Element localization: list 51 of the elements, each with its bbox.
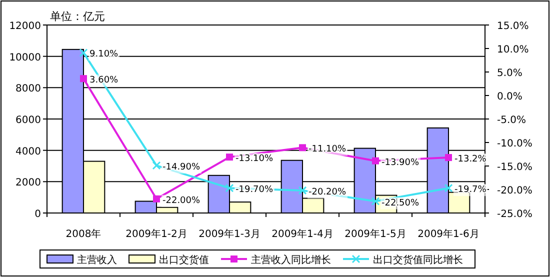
point bbox=[444, 184, 453, 192]
point bbox=[445, 154, 452, 162]
data-label: -19.7% bbox=[454, 185, 487, 196]
data-label: 9.10% bbox=[90, 50, 119, 60]
data-label: -13.2% bbox=[454, 154, 487, 165]
data-label: -14.90% bbox=[162, 162, 201, 173]
x-tick-label: 2009年1-5月 bbox=[344, 228, 406, 240]
data-label: -13.10% bbox=[236, 154, 274, 164]
data-label: -11.10% bbox=[308, 144, 347, 155]
y2-tick-label: 5.0% bbox=[497, 68, 522, 79]
point bbox=[225, 184, 234, 192]
point bbox=[226, 154, 233, 161]
data-label: -20.20% bbox=[308, 187, 347, 198]
x-tick-label: 2009年1-6月 bbox=[418, 228, 480, 240]
y2-tick-label: -5.0% bbox=[497, 115, 526, 126]
point bbox=[372, 157, 379, 164]
legend-label: 出口交货值 bbox=[159, 254, 209, 266]
point bbox=[79, 48, 88, 57]
point bbox=[153, 195, 160, 202]
legend-label: 出口交货值同比增长 bbox=[373, 254, 463, 266]
point bbox=[298, 186, 307, 195]
y-tick-label: 10000 bbox=[9, 52, 41, 64]
data-label: -22.00% bbox=[162, 196, 201, 206]
point bbox=[371, 197, 380, 206]
data-label: 3.60% bbox=[90, 76, 119, 86]
legend-label: 主营收入 bbox=[77, 254, 117, 266]
y2-tick-label: -15.0% bbox=[497, 162, 532, 173]
data-label: -13.90% bbox=[382, 158, 420, 168]
x-tick-label: 2009年1-3月 bbox=[198, 228, 260, 240]
x-tick-label: 2009年1-4月 bbox=[272, 228, 334, 240]
y2-tick-label: -20.0% bbox=[497, 186, 532, 196]
y-tick-label: 6000 bbox=[16, 115, 41, 126]
y-tick-label: 0 bbox=[34, 209, 41, 220]
point bbox=[152, 161, 161, 170]
x-tick-label: 2008年 bbox=[66, 228, 102, 240]
y2-tick-label: -25.0% bbox=[497, 209, 532, 220]
y2-tick-label: 0.0% bbox=[497, 92, 522, 102]
y2-tick-label: -10.0% bbox=[497, 138, 532, 150]
legend-label: 主营收入同比增长 bbox=[251, 254, 331, 266]
y-tick-label: 8000 bbox=[16, 84, 41, 95]
y2-tick-label: 15.0% bbox=[497, 21, 529, 32]
y-tick-label: 2000 bbox=[16, 178, 41, 189]
y2-tick-label: 10.0% bbox=[497, 44, 529, 56]
y-tick-label: 12000 bbox=[9, 21, 41, 32]
y-tick-label: 4000 bbox=[16, 146, 41, 158]
x-tick-label: 2009年1-2月 bbox=[126, 228, 188, 240]
text: 单位：亿元 bbox=[50, 10, 105, 23]
point bbox=[299, 144, 306, 152]
data-label: -22.50% bbox=[382, 198, 420, 208]
data-label: -19.70% bbox=[236, 185, 274, 196]
point bbox=[80, 75, 87, 82]
